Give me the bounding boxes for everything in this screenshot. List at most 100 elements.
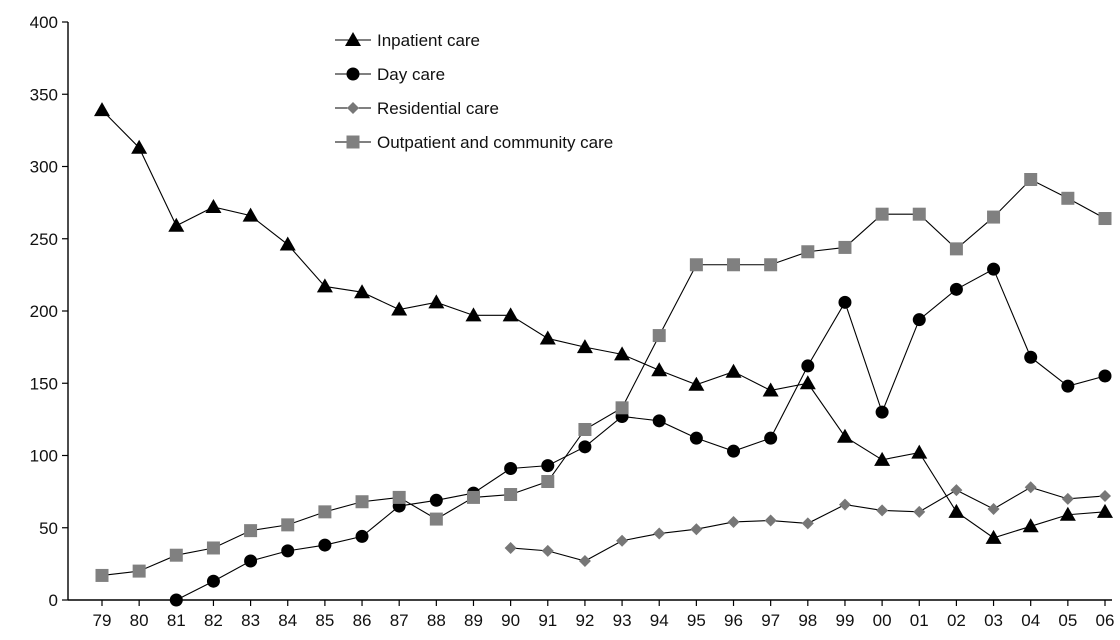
x-tick-label: 01 — [910, 611, 929, 630]
x-tick-label: 97 — [761, 611, 780, 630]
data-point — [1024, 173, 1038, 187]
data-point — [1061, 379, 1075, 393]
data-point — [576, 339, 593, 354]
data-point — [206, 541, 220, 555]
data-point — [578, 440, 592, 454]
data-point — [949, 242, 963, 256]
data-point — [911, 444, 928, 459]
data-point — [205, 198, 222, 213]
y-tick-label: 200 — [30, 302, 58, 321]
data-point — [690, 523, 703, 536]
data-point — [838, 295, 852, 309]
data-point — [1061, 191, 1075, 205]
legend-label: Inpatient care — [377, 31, 480, 50]
x-tick-label: 92 — [575, 611, 594, 630]
data-point — [987, 210, 1001, 224]
data-point — [1024, 481, 1037, 494]
data-point — [836, 428, 853, 443]
data-point — [244, 554, 258, 568]
data-point — [948, 503, 965, 518]
data-point — [653, 527, 666, 540]
data-point — [688, 376, 705, 391]
data-point — [466, 490, 480, 504]
x-tick-label: 95 — [687, 611, 706, 630]
data-point — [578, 554, 591, 567]
data-point — [318, 505, 332, 519]
data-point — [502, 307, 519, 322]
data-point — [168, 217, 185, 232]
y-tick-label: 150 — [30, 374, 58, 393]
x-tick-label: 81 — [167, 611, 186, 630]
legend-item: Day care — [335, 65, 445, 84]
data-point — [316, 278, 333, 293]
y-tick-label: 350 — [30, 85, 58, 104]
legend-marker — [345, 32, 361, 46]
legend-label: Outpatient and community care — [377, 133, 613, 152]
legend-label: Residential care — [377, 99, 499, 118]
data-point — [913, 505, 926, 518]
data-point — [727, 444, 741, 458]
legend-marker — [346, 67, 360, 81]
x-tick-label: 83 — [241, 611, 260, 630]
x-tick-label: 84 — [278, 611, 297, 630]
x-tick-label: 99 — [836, 611, 855, 630]
data-point — [762, 382, 779, 397]
data-point — [912, 207, 926, 221]
data-point — [1099, 489, 1111, 502]
data-point — [727, 515, 740, 528]
data-point — [949, 282, 963, 296]
x-tick-label: 82 — [204, 611, 223, 630]
data-point — [1098, 369, 1112, 383]
data-point — [615, 401, 629, 415]
y-tick-label: 300 — [30, 158, 58, 177]
data-point — [616, 534, 629, 547]
legend-label: Day care — [377, 65, 445, 84]
x-tick-label: 98 — [798, 611, 817, 630]
series-diamond — [504, 481, 1111, 567]
data-point — [504, 541, 517, 554]
series-square — [95, 173, 1112, 582]
x-tick-label: 93 — [613, 611, 632, 630]
data-point — [838, 498, 851, 511]
data-point — [652, 414, 666, 428]
y-tick-label: 50 — [39, 519, 58, 538]
legend-marker — [346, 135, 360, 149]
data-point — [318, 538, 332, 552]
data-point — [912, 313, 926, 327]
x-tick-label: 79 — [93, 611, 112, 630]
data-point — [727, 258, 741, 272]
data-point — [169, 593, 183, 607]
data-point — [95, 568, 109, 582]
data-point — [987, 502, 1000, 515]
data-point — [689, 258, 703, 272]
data-point — [465, 307, 482, 322]
x-tick-label: 89 — [464, 611, 483, 630]
x-tick-label: 05 — [1058, 611, 1077, 630]
legend-item: Residential care — [335, 99, 499, 118]
data-point — [354, 284, 371, 299]
x-tick-label: 86 — [353, 611, 372, 630]
data-point — [1024, 350, 1038, 364]
data-point — [1022, 518, 1039, 533]
series-triangle — [94, 102, 1113, 544]
series-line — [101, 178, 1106, 576]
data-point — [391, 301, 408, 316]
data-point — [429, 512, 443, 526]
x-tick-label: 88 — [427, 611, 446, 630]
legend-item: Outpatient and community care — [335, 133, 613, 152]
data-point — [242, 207, 259, 222]
data-point — [539, 330, 556, 345]
x-tick-label: 91 — [538, 611, 557, 630]
data-point — [1059, 506, 1076, 521]
x-tick-label: 80 — [130, 611, 149, 630]
data-point — [874, 451, 891, 466]
data-point — [281, 518, 295, 532]
data-point — [725, 363, 742, 378]
data-point — [355, 529, 369, 543]
legend: Inpatient care Day care Residential care Ou… — [335, 31, 613, 152]
data-point — [876, 504, 889, 517]
series-line — [176, 268, 1106, 601]
data-point — [392, 490, 406, 504]
